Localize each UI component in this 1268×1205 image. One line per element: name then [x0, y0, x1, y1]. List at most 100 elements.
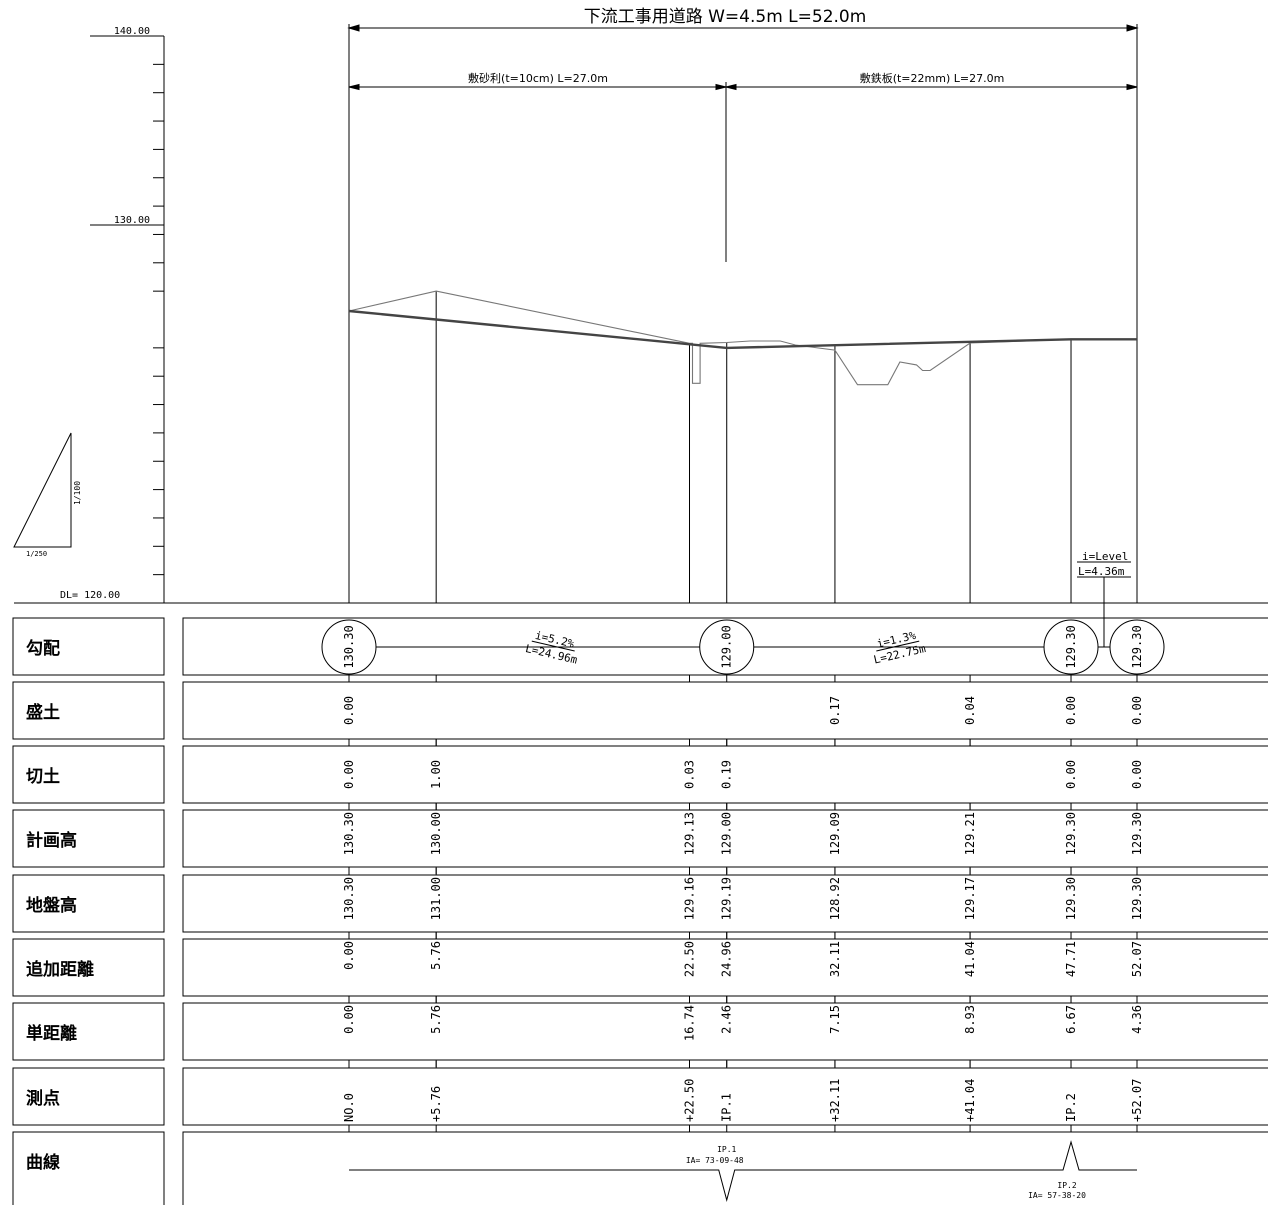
row-label-cell [12, 681, 165, 740]
cell-value: 22.50 [683, 941, 697, 977]
cell-value: IP.1 [720, 1093, 734, 1122]
cell-value: 129.30 [1064, 812, 1078, 855]
cell-value: IP.2 [1064, 1093, 1078, 1122]
cell-value: +41.04 [963, 1079, 977, 1122]
cell-value: 0.04 [963, 696, 977, 725]
span-gravel-label: 敷砂利(t=10cm) L=27.0m [468, 71, 608, 85]
cell-value: 5.76 [429, 1005, 443, 1034]
row-data-cell [182, 1131, 1268, 1205]
curve-ip1-angle: IA= 73-09-48 [686, 1156, 744, 1165]
grade-elevation-circle [699, 619, 755, 675]
cell-value: 129.09 [828, 812, 842, 855]
vertical-scale-label: 1/100 [73, 481, 82, 505]
row-label-text: 曲線 [26, 1152, 60, 1173]
curve-ip1-name: IP.1 [717, 1145, 736, 1154]
row-label-text: 切土 [26, 766, 60, 787]
cell-value: 7.15 [828, 1005, 842, 1034]
cell-value: 47.71 [1064, 941, 1078, 977]
grade-segment-divider [876, 640, 920, 652]
datum-label: DL= 120.00 [60, 590, 120, 601]
cell-value: 129.30 [1130, 877, 1144, 920]
row-label-text: 測点 [26, 1088, 60, 1109]
cell-value: 129.30 [1130, 812, 1144, 855]
row-label-cell [12, 617, 165, 676]
curve-diagram: IP.1 IA= 73-09-48 IP.2IA= 57-38-20 [349, 1140, 1137, 1202]
ground-profile-line [348, 290, 1137, 386]
cell-value: 0.00 [342, 696, 356, 725]
row-label-cell [12, 1131, 165, 1205]
level-grade-note [1077, 561, 1131, 647]
cell-value: 0.00 [342, 760, 356, 789]
row-label-text: 盛土 [26, 702, 60, 723]
elevation-axis [90, 35, 165, 603]
level-length-text: L=4.36m [1078, 565, 1125, 578]
overall-dimension-line [347, 24, 1139, 603]
row-data-cell [182, 681, 1268, 740]
row-label-cell [12, 874, 165, 933]
row-data-cell [182, 745, 1268, 804]
elevation-label-130: 130.00 [114, 215, 150, 226]
grade-elevation-label: 130.30 [342, 625, 356, 668]
cell-value: 0.00 [342, 941, 356, 970]
grade-elevation-circle [1043, 619, 1099, 675]
cell-value: 5.76 [429, 941, 443, 970]
cell-value: NO.0 [342, 1093, 356, 1122]
cell-value: +5.76 [429, 1086, 443, 1122]
horizontal-scale-label: 1/250 [26, 550, 47, 558]
cell-value: 2.46 [720, 1005, 734, 1034]
cell-value: 129.17 [963, 877, 977, 920]
grade-elevation-circle [1109, 619, 1165, 675]
cell-value: 130.00 [429, 812, 443, 855]
grade-elevation-label: 129.30 [1064, 625, 1078, 668]
cell-value: 129.16 [683, 877, 697, 920]
cell-value: 0.00 [1064, 760, 1078, 789]
cell-value: 1.00 [429, 760, 443, 789]
row-label-cell [12, 809, 165, 868]
grade-elevation-circle [321, 619, 377, 675]
row-label-cell [12, 1067, 165, 1126]
drawing-title: 下流工事用道路 W=4.5m L=52.0m [584, 7, 867, 27]
cell-value: 0.03 [683, 760, 697, 789]
cell-value: 130.30 [342, 877, 356, 920]
row-data-cell [182, 617, 1268, 676]
row-label-text: 地盤高 [26, 895, 77, 916]
cell-value: 16.74 [683, 1005, 697, 1041]
grade-elevation-label: 129.00 [720, 625, 734, 668]
cell-value: 0.00 [1130, 696, 1144, 725]
cell-value: 0.00 [1130, 760, 1144, 789]
row-label-cell [12, 1002, 165, 1061]
level-grade-text: i=Level [1082, 550, 1128, 563]
cell-value: 129.21 [963, 812, 977, 855]
cell-value: 129.13 [683, 812, 697, 855]
scale-triangle [13, 432, 72, 548]
cell-value: 129.00 [720, 812, 734, 855]
row-data-cell [182, 809, 1268, 868]
station-verticals [348, 291, 1138, 603]
row-label-cell [12, 745, 165, 804]
cell-value: 24.96 [720, 941, 734, 977]
row-data-cell [182, 1002, 1268, 1061]
row-data-cell [182, 1067, 1268, 1126]
cell-value: 0.19 [720, 760, 734, 789]
curve-line [349, 1140, 1137, 1202]
plan-grade-line [348, 309, 1137, 350]
grade-elevation-label: 129.30 [1130, 625, 1144, 668]
cell-value: 0.00 [1064, 696, 1078, 725]
cell-value: 8.93 [963, 1005, 977, 1034]
curve-ip2-angle: IA= 57-38-20 [1028, 1191, 1086, 1200]
cell-value: +32.11 [828, 1079, 842, 1122]
cell-value: 128.92 [828, 877, 842, 920]
cell-value: 130.30 [342, 812, 356, 855]
cell-value: 0.00 [342, 1005, 356, 1034]
span-steel-plate-label: 敷鉄板(t=22mm) L=27.0m [860, 71, 1005, 85]
curve-ip2-name: IP.2 [1057, 1181, 1076, 1190]
cell-value: 52.07 [1130, 941, 1144, 977]
row-label-text: 勾配 [26, 638, 60, 659]
row-label-cell [12, 938, 165, 997]
cell-value: +22.50 [683, 1079, 697, 1122]
row-label-text: 追加距離 [26, 959, 94, 980]
row-label-text: 計画高 [26, 830, 77, 851]
cell-value: 129.30 [1064, 877, 1078, 920]
